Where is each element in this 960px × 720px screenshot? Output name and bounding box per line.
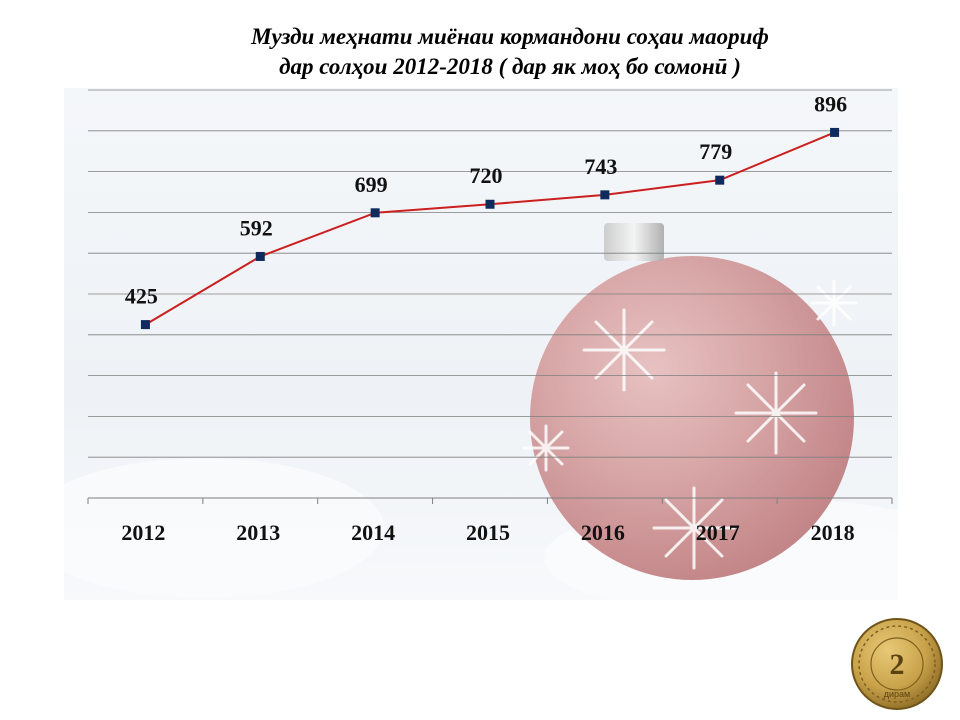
x-tick-label-2018: 2018: [811, 520, 855, 545]
data-point-2013: [255, 251, 265, 261]
data-labels: 425 592 699 720 743 779 896: [125, 91, 847, 308]
coin-picture: 2 дирам: [850, 617, 944, 711]
chart-title: Музди меҳнати миёнаи кормандони соҳаи ма…: [150, 22, 870, 82]
data-point-2016: [600, 190, 610, 200]
coin-value: 2: [890, 648, 905, 681]
gridlines: [88, 89, 892, 458]
coin-text: дирам: [884, 689, 910, 699]
x-axis: [87, 497, 893, 504]
data-label-2015: 720: [470, 163, 503, 188]
data-point-2015: [485, 199, 495, 209]
chart-title-line-1: Музди меҳнати миёнаи кормандони соҳаи ма…: [251, 24, 769, 49]
background-ornament-picture: [64, 88, 898, 600]
x-tick-label-2015: 2015: [466, 520, 510, 545]
data-markers: [140, 127, 840, 330]
data-point-2018: [830, 127, 840, 137]
x-tick-label-2017: 2017: [696, 520, 740, 545]
data-label-2013: 592: [240, 215, 273, 240]
chart-area: 425 592 699 720 743 779 896 2012 2013 2014 2015 20…: [64, 88, 898, 600]
x-tick-labels: 2012 2013 2014 2015 2016 2017 2018: [121, 520, 854, 545]
data-label-2017: 779: [699, 139, 732, 164]
data-point-2017: [715, 175, 725, 185]
data-point-2014: [370, 208, 380, 218]
data-label-2012: 425: [125, 284, 158, 309]
x-tick-label-2012: 2012: [121, 520, 165, 545]
x-tick-label-2014: 2014: [351, 520, 395, 545]
chart-title-line-2: дар солҳои 2012-2018 ( дар як моҳ бо сом…: [279, 54, 741, 79]
data-label-2016: 743: [584, 154, 617, 179]
data-point-2012: [140, 320, 150, 330]
x-tick-label-2013: 2013: [236, 520, 280, 545]
data-label-2018: 896: [814, 91, 847, 116]
data-label-2014: 699: [355, 172, 388, 197]
x-tick-label-2016: 2016: [581, 520, 625, 545]
